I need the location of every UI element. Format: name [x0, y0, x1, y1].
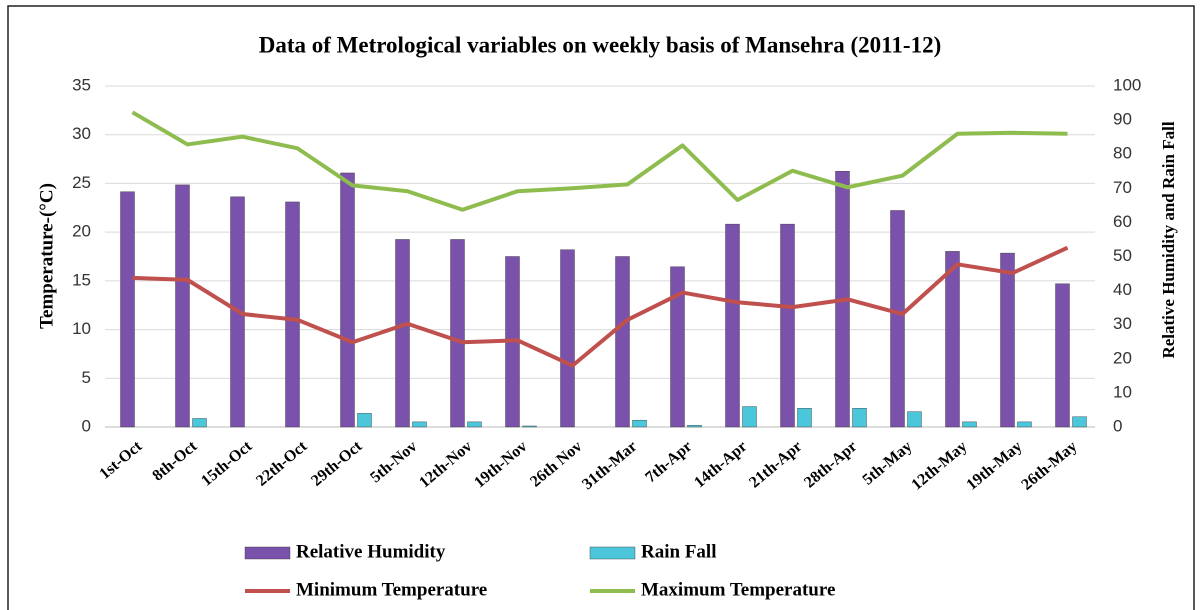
legend-label: Relative Humidity: [296, 541, 446, 562]
y-tick-label: 30: [72, 124, 91, 143]
x-tick-label: 8th-Oct: [149, 437, 201, 484]
bar: [1055, 283, 1070, 428]
x-tick-label: 19th-Nov: [471, 438, 530, 492]
y-tick-label: 25: [72, 173, 91, 192]
y-tick-label: 35: [72, 75, 91, 94]
y2-tick-label: 10: [1113, 382, 1132, 401]
bar: [412, 421, 427, 428]
x-tick-label: 19th-May: [963, 438, 1025, 494]
x-tick-label: 5th-May: [860, 438, 916, 489]
x-tick-label: 14th-Apr: [691, 438, 750, 492]
bar: [907, 411, 922, 428]
bar: [725, 223, 740, 428]
x-tick-label: 5th-Nov: [367, 438, 420, 486]
bar: [1000, 252, 1015, 428]
legend-label: Rain Fall: [641, 541, 716, 562]
bar: [395, 239, 410, 428]
y2-tick-label: 90: [1113, 110, 1132, 129]
y2-axis-title: Relative Humidity and Rain Fall: [1159, 121, 1178, 358]
bar: [852, 408, 867, 428]
x-tick-label: 26th Nov: [527, 438, 585, 491]
bar: [285, 201, 300, 428]
y2-tick-label: 100: [1113, 75, 1141, 94]
bar: [780, 223, 795, 428]
bar: [192, 418, 207, 428]
bar: [120, 191, 135, 428]
y-tick-label: 5: [82, 368, 91, 387]
bar: [632, 419, 647, 428]
bar: [670, 266, 685, 428]
line: [131, 110, 1068, 212]
x-tick-label: 28th-Apr: [801, 438, 860, 492]
chart-title: Data of Metrological variables on weekly…: [259, 32, 941, 57]
y-tick-label: 20: [72, 222, 91, 241]
x-tick-label: 29th-Oct: [308, 437, 366, 489]
bar: [175, 184, 190, 428]
x-tick-label: 7th-Apr: [642, 438, 695, 486]
bar: [687, 425, 702, 428]
bar: [357, 413, 372, 428]
legend-swatch: [244, 546, 291, 560]
x-tick-label: 12th-May: [908, 438, 970, 494]
legend-label: Minimum Temperature: [296, 579, 487, 600]
y2-tick-label: 30: [1113, 314, 1132, 333]
bar: [962, 421, 977, 428]
y-tick-label: 0: [82, 416, 91, 435]
y2-tick-label: 70: [1113, 178, 1132, 197]
bar: [340, 172, 355, 428]
y-tick-label: 10: [72, 319, 91, 338]
bar: [450, 239, 465, 428]
y2-tick-label: 50: [1113, 246, 1132, 265]
x-tick-label: 15th-Oct: [198, 437, 256, 489]
y-axis-title: Temperature-(°C): [36, 183, 57, 329]
y2-tick-label: 80: [1113, 144, 1132, 163]
legend-label: Maximum Temperature: [641, 579, 835, 600]
y2-tick-label: 0: [1113, 416, 1122, 435]
bar: [522, 425, 537, 428]
bar: [1017, 421, 1032, 428]
x-tick-label: 26th-May: [1018, 438, 1080, 494]
x-tick-label: 1st-Oct: [96, 437, 146, 482]
y-tick-label: 15: [72, 270, 91, 289]
bar: [467, 421, 482, 428]
bar: [742, 406, 757, 428]
bar: [615, 256, 630, 428]
legend-swatch: [589, 546, 636, 560]
bar: [560, 249, 575, 428]
y2-tick-label: 60: [1113, 212, 1132, 231]
line: [132, 245, 1069, 368]
bar: [797, 408, 812, 428]
bar: [1072, 416, 1087, 428]
x-tick-label: 21th-Apr: [746, 438, 805, 492]
x-tick-label: 22th-Oct: [253, 437, 311, 489]
y2-tick-label: 20: [1113, 348, 1132, 367]
bar: [890, 210, 905, 428]
x-tick-label: 31th-Mar: [579, 438, 640, 493]
y2-tick-label: 40: [1113, 280, 1132, 299]
x-tick-label: 12th-Nov: [416, 438, 475, 492]
frame: [7, 5, 1195, 610]
bar: [945, 251, 960, 428]
